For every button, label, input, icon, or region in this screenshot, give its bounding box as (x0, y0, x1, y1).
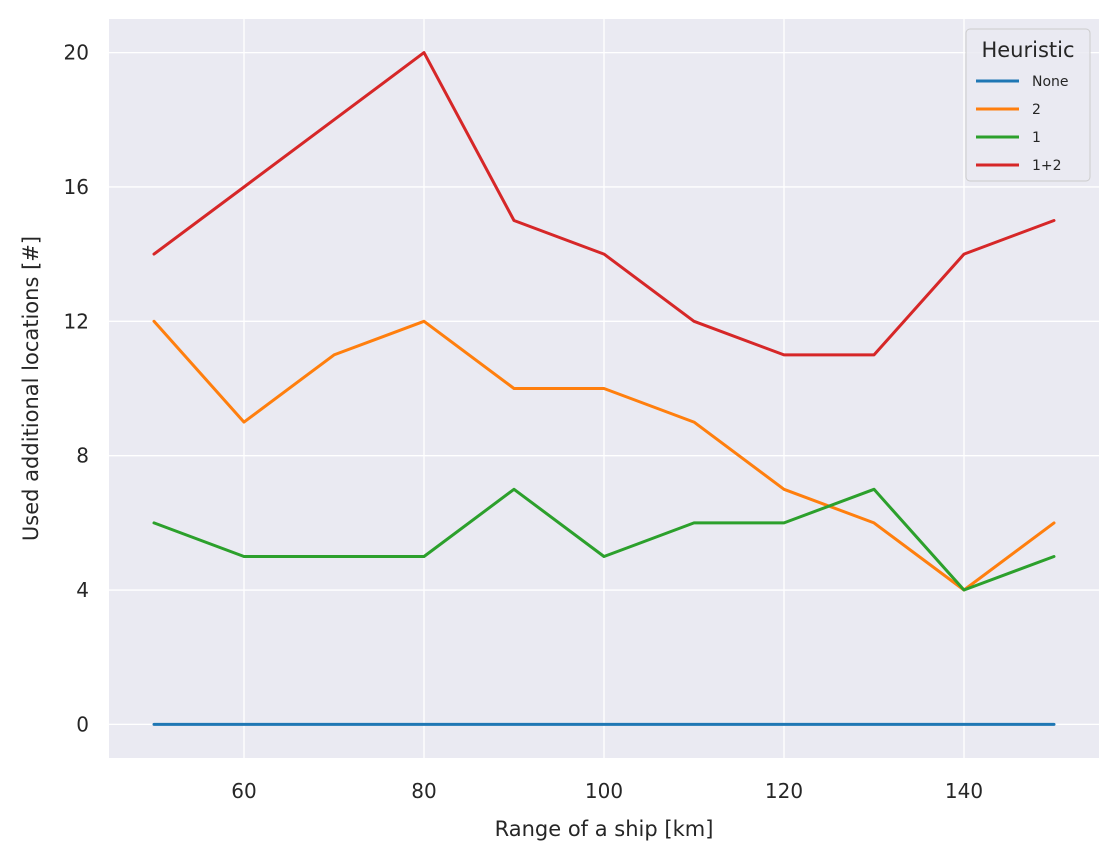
legend-box (965, 28, 1091, 182)
legend-item: None (976, 74, 1069, 90)
legend-item: 1 (976, 130, 1041, 146)
x-tick-label: 60 (231, 779, 256, 803)
y-axis-title: Used additional locations [#] (19, 236, 43, 541)
y-tick-label: 16 (64, 175, 89, 199)
x-tick-label: 120 (765, 779, 803, 803)
legend: Heuristic None 2 1 1+2 (965, 28, 1091, 182)
legend-label: 1+2 (1032, 158, 1062, 174)
legend-label: 2 (1032, 102, 1041, 118)
series-line-1 (152, 487, 1056, 592)
legend-label: 1 (1032, 130, 1041, 146)
y-tick-label: 4 (76, 578, 89, 602)
series-layer (152, 51, 1056, 726)
y-tick-label: 12 (64, 309, 89, 333)
legend-title: Heuristic (981, 38, 1074, 62)
y-tick-label: 0 (76, 712, 89, 736)
x-tick-label: 100 (585, 779, 623, 803)
legend-item: 1+2 (976, 158, 1062, 174)
legend-item: 2 (976, 102, 1041, 118)
y-tick-label: 8 (76, 444, 89, 468)
x-axis-title: Range of a ship [km] (495, 817, 714, 841)
x-tick-labels: 60 80 100 120 140 (231, 779, 983, 803)
y-tick-labels: 0 4 8 12 16 20 (64, 41, 89, 737)
x-tick-label: 80 (411, 779, 436, 803)
series-line-1-2 (152, 51, 1056, 357)
legend-label: None (1032, 74, 1069, 90)
series-line-2 (152, 319, 1056, 592)
y-tick-label: 20 (64, 41, 89, 65)
x-tick-label: 140 (945, 779, 983, 803)
legend-items: None 2 1 1+2 (976, 74, 1069, 174)
